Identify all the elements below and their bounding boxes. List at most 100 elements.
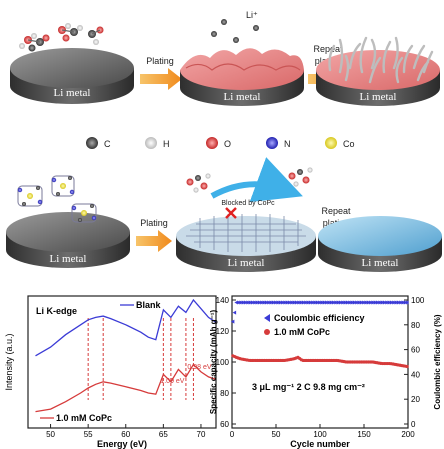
disk-label: Li metal (228, 257, 265, 269)
annotation-2: 0.98 eV (187, 364, 211, 371)
blocked-label: Blocked by CoPc (221, 200, 275, 207)
xas-plot-frame (27, 295, 217, 429)
ce-point (357, 300, 362, 305)
svg-text:Repeat: Repeat (321, 206, 351, 216)
ce-point (288, 300, 293, 305)
ce-point (313, 300, 318, 305)
ce-point (371, 300, 376, 305)
ce-point (387, 300, 392, 305)
xas-ylabel: Intensity (a.u.) (4, 333, 14, 390)
ce-point (405, 300, 409, 305)
svg-text:N: N (284, 139, 291, 149)
svg-text:Co: Co (343, 139, 355, 149)
ce-point (354, 300, 358, 305)
ce-point (320, 300, 325, 305)
ce-point (301, 300, 305, 305)
cycling-xtick-label: 50 (272, 430, 281, 439)
ce-point (331, 300, 335, 305)
ce-point (292, 300, 296, 305)
ce-point (232, 310, 237, 315)
ce-point (260, 300, 265, 305)
ce-point (285, 300, 289, 305)
ce-point (280, 300, 284, 305)
li-metal-disk-3: Li metal (316, 36, 440, 106)
ce-point (376, 300, 381, 305)
svg-text:H: H (163, 139, 170, 149)
ce-point (343, 300, 348, 305)
li-metal-disk-2: Li metal (180, 48, 304, 106)
ce-point (303, 300, 307, 305)
cycling-ticks: 0 50 100 150 200 60 80 100 120 140 0 20 40 60 80 100 (216, 296, 425, 439)
ce-point (396, 300, 400, 305)
legend-copc-label: 1.0 mM CoPc (274, 327, 330, 337)
ce-point (243, 300, 247, 305)
ce-point (369, 300, 374, 305)
cycling-ytick-right-label: 60 (411, 346, 420, 355)
ce-point (271, 300, 275, 305)
ce-point (347, 300, 351, 305)
li-ion-label: Li⁺ (246, 10, 258, 20)
plating-arrow-middle: Plating (136, 218, 172, 252)
ce-point (283, 300, 288, 305)
ce-point (266, 300, 270, 305)
ce-point (392, 300, 397, 305)
ce-point (252, 300, 256, 305)
cycling-ytick-left-label: 120 (216, 327, 230, 336)
copc-layer (186, 214, 306, 252)
ce-point (267, 300, 272, 305)
ce-point (334, 300, 339, 305)
ce-point (296, 300, 300, 305)
cycling-ytick-left-label: 140 (216, 296, 230, 305)
cycling-ytick-right-label: 80 (411, 321, 420, 330)
legend-ce-label: Coulombic efficiency (274, 313, 365, 323)
ce-point (391, 300, 395, 305)
xas-xtick-label: 65 (159, 430, 168, 439)
ce-point (338, 300, 342, 305)
annotation-1: 1.09 eV (160, 378, 184, 385)
legend-ce-marker (264, 314, 270, 322)
ce-point (287, 300, 291, 305)
cycling-xtick-label: 150 (357, 430, 371, 439)
ce-point (259, 300, 263, 305)
arrow-label: Plating (146, 56, 174, 66)
ce-point (361, 300, 365, 305)
ce-point (234, 300, 238, 305)
ce-point (253, 300, 258, 305)
ce-point (348, 300, 353, 305)
ce-point (244, 300, 249, 305)
cycling-ytick-left-label: 60 (220, 420, 229, 429)
ce-point (269, 300, 274, 305)
ce-point (237, 300, 242, 305)
ce-point (329, 300, 333, 305)
ce-point (359, 300, 363, 305)
ce-point (310, 300, 314, 305)
cycling-series-ce (230, 300, 409, 324)
ce-point (315, 300, 319, 305)
disk-label: Li metal (54, 87, 91, 99)
ce-point (350, 300, 355, 305)
ce-point (308, 300, 312, 305)
cycling-ytick-right-label: 20 (411, 395, 420, 404)
li-metal-disk-1: Li metal (10, 48, 134, 104)
ce-point (281, 300, 286, 305)
xas-xtick-label: 60 (121, 430, 130, 439)
ce-point (257, 300, 261, 305)
ce-point (304, 300, 309, 305)
ce-point (241, 300, 245, 305)
ce-point (325, 300, 330, 305)
ce-point (239, 300, 244, 305)
ce-point (317, 300, 321, 305)
blocked-molecules: Blocked by CoPc (186, 157, 313, 219)
ce-point (290, 300, 295, 305)
ce-point (362, 300, 367, 305)
ce-point (389, 300, 393, 305)
svg-text:Repeat: Repeat (313, 44, 343, 54)
ce-point (340, 300, 344, 305)
ce-point (375, 300, 379, 305)
ce-point (399, 300, 404, 305)
cobalt-icon (325, 137, 337, 149)
copc-molecules (17, 175, 97, 223)
cycling-chart: Specific capacity (mAh g⁻¹) Coulombic ef… (209, 295, 442, 449)
ce-point (311, 300, 316, 305)
